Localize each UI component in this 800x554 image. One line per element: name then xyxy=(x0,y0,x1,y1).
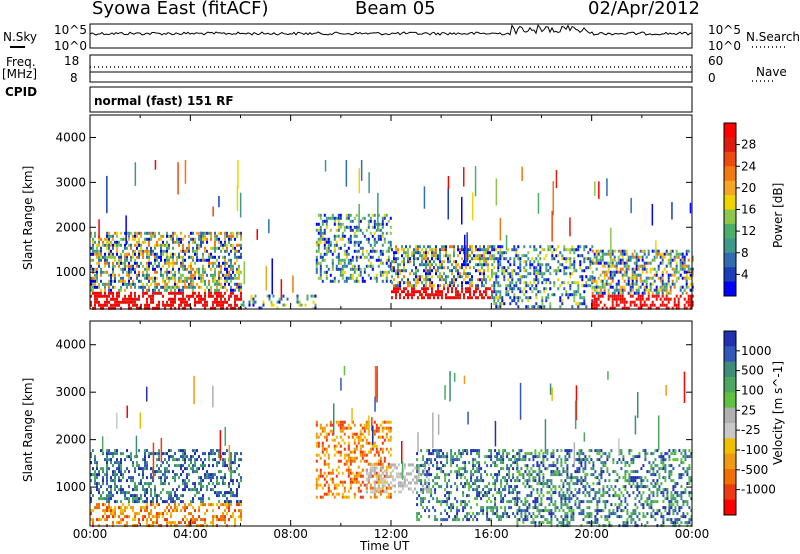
velocity-colorbar-tick-label-0: 1000 xyxy=(741,344,772,358)
velocity-colorbar-tick-label-5: -100 xyxy=(741,443,768,457)
velocity-colorbar-label: Velocity [m s^-1] xyxy=(771,360,785,465)
velocity-ytick-label-2: 3000 xyxy=(55,385,86,399)
xaxis-label: Time UT xyxy=(360,539,410,553)
freq-panel-frame xyxy=(89,54,693,83)
power-ylabel: Slant Range [km] xyxy=(21,165,35,270)
velocity-colorbar-cell-1 xyxy=(724,346,736,363)
velocity-colorbar-tick-label-6: -500 xyxy=(741,463,768,477)
xtick-label-3: 12:00 xyxy=(374,527,409,541)
velocity-colorbar-frame xyxy=(723,330,737,516)
xtick-label-6: 00:00 xyxy=(675,527,710,541)
nsky-label: N.Sky xyxy=(3,30,38,44)
noise-tick-top: 10^5 xyxy=(54,23,87,37)
cpid-label: CPID xyxy=(5,85,38,99)
velocity-colorbar-tick-label-3: 25 xyxy=(741,403,756,417)
power-colorbar-tick-label-2: 12 xyxy=(741,224,756,238)
noise-tick-right-bottom: 10^0 xyxy=(708,39,741,53)
velocity-colorbar-cell-3 xyxy=(724,377,736,393)
power-colorbar-tick-label-1: 8 xyxy=(741,246,749,260)
power-colorbar-cell-7 xyxy=(724,223,736,239)
station-title: Syowa East (fitACF) xyxy=(92,0,269,19)
nsky-line xyxy=(10,46,25,48)
power-colorbar-cell-11 xyxy=(724,281,736,297)
nave-tick-bottom: 0 xyxy=(708,71,716,85)
cpid-text: normal (fast) 151 RF xyxy=(94,94,234,108)
power-colorbar-cell-10 xyxy=(724,267,736,283)
velocity-colorbar-cell-11 xyxy=(724,499,736,516)
velocity-colorbar-tick-label-1: 500 xyxy=(741,364,764,378)
velocity-ytick-label-3: 4000 xyxy=(55,338,86,352)
velocity-colorbar-tick-label-2: 100 xyxy=(741,383,764,397)
power-colorbar-cell-1 xyxy=(724,137,736,153)
power-colorbar-tick-label-4: 20 xyxy=(741,181,756,195)
power-colorbar-cell-8 xyxy=(724,238,736,254)
velocity-colorbar-cell-10 xyxy=(724,484,736,501)
power-ytick-label-1: 2000 xyxy=(55,220,86,234)
power-colorbar-tick-label-6: 28 xyxy=(741,138,756,152)
noise-tick-right-top: 10^5 xyxy=(708,23,741,37)
freq-tick-bottom: 8 xyxy=(70,71,78,85)
noise-tick-bottom: 10^0 xyxy=(54,39,87,53)
velocity-ytick-label-0: 1000 xyxy=(55,480,86,494)
power-colorbar-tick-label-3: 16 xyxy=(741,203,756,217)
nave-label: Nave xyxy=(756,65,787,79)
xtick-label-5: 20:00 xyxy=(574,527,609,541)
velocity-colorbar-cell-0 xyxy=(724,331,736,347)
power-colorbar-cell-5 xyxy=(724,195,736,210)
xtick-label-0: 00:00 xyxy=(73,527,108,541)
velocity-colorbar-cell-2 xyxy=(724,361,736,378)
noise-trace xyxy=(89,24,693,36)
velocity-colorbar-cell-7 xyxy=(724,438,736,455)
power-colorbar-tick-label-0: 4 xyxy=(741,267,749,281)
xtick-label-2: 08:00 xyxy=(273,527,308,541)
freq-label: Freq. xyxy=(6,55,36,69)
power-colorbar-cell-4 xyxy=(724,180,736,196)
power-colorbar-cell-3 xyxy=(724,166,736,182)
nsearch-label: N.Search xyxy=(746,30,800,44)
velocity-colorbar-cell-6 xyxy=(724,423,736,439)
velocity-data-cells xyxy=(90,366,693,528)
power-colorbar-tick-label-5: 24 xyxy=(741,159,756,173)
date-title: 02/Apr/2012 xyxy=(588,0,700,19)
velocity-colorbar-cell-5 xyxy=(724,407,736,424)
freq-tick-top: 18 xyxy=(64,54,80,68)
velocity-colorbar-tick-label-7: -1000 xyxy=(741,483,776,497)
velocity-ylabel: Slant Range [km] xyxy=(21,377,35,482)
power-ytick-label-2: 3000 xyxy=(55,175,86,189)
velocity-colorbar-cell-4 xyxy=(724,392,736,409)
power-colorbar-cell-6 xyxy=(724,209,736,225)
mhz-label: [MHz] xyxy=(2,67,38,81)
power-colorbar-cell-2 xyxy=(724,151,736,167)
power-colorbar-cell-9 xyxy=(724,252,736,268)
nave-tick-top: 60 xyxy=(708,54,724,68)
beam-title: Beam 05 xyxy=(355,0,436,19)
power-colorbar-label: Power [dB] xyxy=(771,182,785,248)
noise-panel-frame xyxy=(89,23,693,49)
power-colorbar-cell-0 xyxy=(724,123,736,138)
power-ytick-label-0: 1000 xyxy=(55,265,86,279)
velocity-colorbar-cell-8 xyxy=(724,453,736,470)
velocity-colorbar-tick-label-4: -25 xyxy=(741,423,761,437)
velocity-colorbar-cell-9 xyxy=(724,469,736,485)
cpid-panel-frame xyxy=(89,86,693,113)
power-ytick-label-3: 4000 xyxy=(55,130,86,144)
xtick-label-1: 04:00 xyxy=(173,527,208,541)
velocity-ytick-label-1: 2000 xyxy=(55,433,86,447)
xtick-label-4: 16:00 xyxy=(474,527,509,541)
power-data-cells xyxy=(90,160,694,310)
